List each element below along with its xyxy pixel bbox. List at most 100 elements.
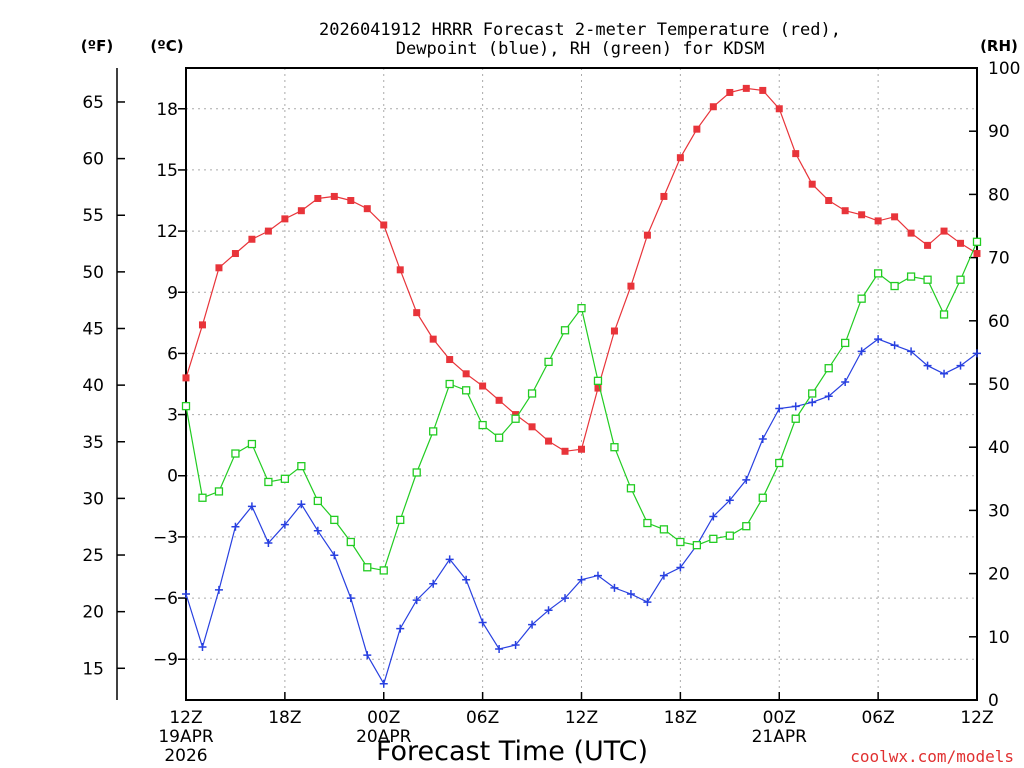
- data-point: [890, 341, 899, 350]
- data-point: [214, 585, 223, 594]
- data-point: [314, 194, 322, 202]
- data-point: [956, 361, 965, 370]
- data-point: [808, 180, 816, 188]
- data-point: [874, 217, 882, 225]
- data-point: [198, 642, 207, 651]
- rh-tick-label: 10: [988, 628, 1010, 648]
- data-point: [907, 347, 916, 356]
- data-point: [248, 235, 256, 243]
- data-point: [676, 154, 684, 162]
- data-point: [725, 531, 734, 540]
- data-point: [626, 484, 636, 493]
- data-point: [973, 349, 981, 358]
- data-point: [182, 589, 190, 598]
- x-year-label: 2026: [164, 746, 207, 766]
- x-tick-label: 12Z: [565, 708, 598, 728]
- f-tick-label: 45: [82, 320, 104, 340]
- data-point: [363, 651, 372, 660]
- data-point: [924, 241, 932, 249]
- data-point: [412, 596, 421, 605]
- data-point: [561, 594, 570, 603]
- data-point: [577, 575, 586, 584]
- data-point: [906, 272, 916, 281]
- data-point: [593, 571, 602, 580]
- x-date-label: 19APR: [158, 727, 214, 747]
- data-point: [545, 437, 553, 445]
- data-point: [742, 475, 751, 484]
- x-tick-label: 18Z: [268, 708, 301, 728]
- data-point: [939, 310, 949, 319]
- data-point: [379, 679, 388, 688]
- data-point: [709, 512, 718, 521]
- data-point: [363, 563, 372, 572]
- data-point: [281, 215, 289, 223]
- data-point: [544, 606, 553, 615]
- c-tick-label: 18: [156, 100, 178, 120]
- c-tick-label: −6: [153, 589, 178, 609]
- data-point: [759, 86, 767, 94]
- data-point: [841, 207, 849, 215]
- f-tick-label: 35: [82, 433, 104, 453]
- data-point: [693, 125, 701, 133]
- f-tick-label: 65: [82, 93, 104, 113]
- data-point: [445, 555, 454, 564]
- f-tick-label: 55: [82, 206, 104, 226]
- data-point: [891, 213, 899, 221]
- rh-tick-label: 0: [988, 691, 999, 711]
- data-point: [313, 496, 322, 506]
- data-point: [792, 150, 800, 158]
- data-point: [379, 566, 388, 575]
- data-point: [462, 370, 470, 378]
- data-point: [429, 335, 437, 343]
- data-point: [676, 537, 685, 547]
- data-point: [791, 414, 800, 423]
- c-tick-label: 3: [167, 406, 178, 426]
- data-point: [940, 227, 948, 235]
- x-date-label: 21APR: [752, 727, 808, 747]
- data-point: [692, 541, 702, 550]
- f-tick-label: 30: [82, 489, 104, 509]
- data-point: [198, 493, 207, 502]
- data-point: [413, 309, 421, 317]
- data-point: [461, 386, 471, 395]
- data-point: [215, 264, 223, 272]
- x-tick-label: 12Z: [169, 708, 202, 728]
- data-point: [446, 356, 454, 364]
- c-tick-label: 9: [167, 283, 178, 303]
- rh-tick-label: 100: [988, 59, 1020, 79]
- data-point: [907, 229, 915, 237]
- data-point: [280, 520, 289, 529]
- data-point: [560, 326, 570, 335]
- series-0: [182, 84, 981, 455]
- data-point: [264, 477, 273, 487]
- x-tick-label: 06Z: [861, 708, 894, 728]
- data-point: [643, 518, 652, 528]
- data-point: [874, 335, 883, 344]
- data-point: [593, 376, 603, 385]
- data-point: [808, 389, 817, 398]
- data-point: [478, 618, 487, 627]
- data-point: [363, 205, 371, 213]
- x-tick-label: 06Z: [466, 708, 499, 728]
- data-point: [511, 414, 520, 423]
- data-point: [495, 396, 503, 404]
- x-axis-label: Forecast Time (UTC): [376, 736, 648, 767]
- x-date-label: 20APR: [356, 727, 412, 747]
- data-point: [181, 401, 191, 411]
- data-point: [512, 411, 520, 419]
- data-point: [280, 474, 290, 483]
- f-tick-label: 40: [82, 376, 104, 396]
- plot-frame: [185, 67, 978, 701]
- data-point: [857, 294, 866, 303]
- data-point: [330, 551, 339, 560]
- data-point: [709, 103, 717, 111]
- c-tick-label: 6: [167, 344, 178, 364]
- rh-tick-label: 20: [988, 565, 1010, 585]
- data-point: [873, 269, 883, 278]
- data-point: [495, 645, 504, 654]
- data-point: [198, 321, 206, 329]
- data-point: [775, 458, 784, 468]
- data-point: [775, 404, 784, 413]
- chart-title-line2: Dewpoint (blue), RH (green) for KDSM: [396, 39, 764, 59]
